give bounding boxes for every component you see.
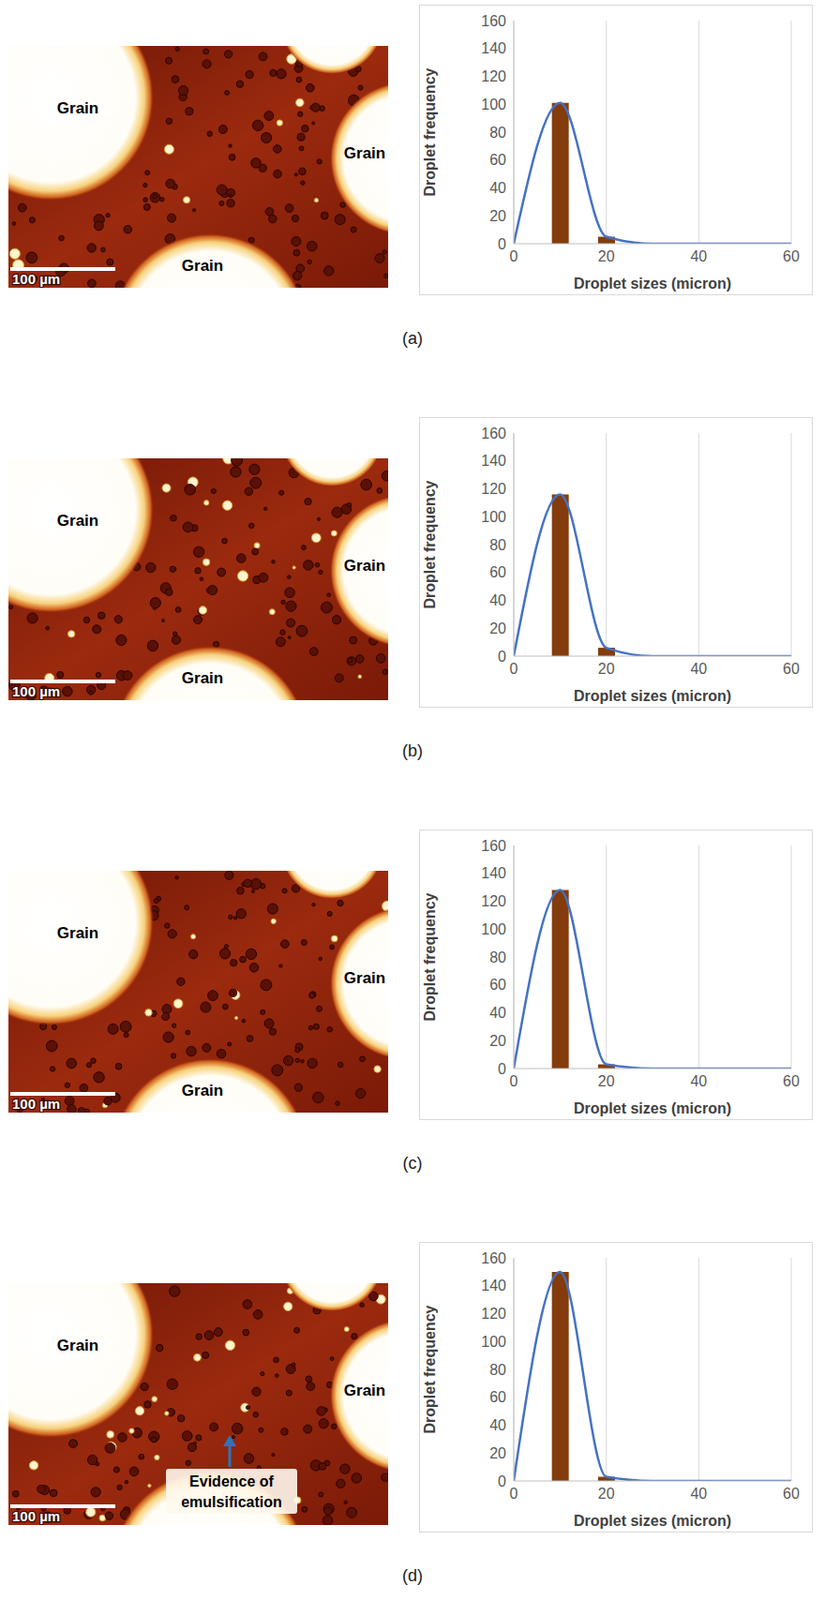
- svg-text:0: 0: [510, 1485, 519, 1502]
- svg-text:20: 20: [489, 208, 507, 225]
- html-text:(d): (d): [402, 1566, 423, 1586]
- svg-text:60: 60: [489, 976, 507, 993]
- svg-text:20: 20: [489, 1445, 507, 1462]
- svg-text:0: 0: [510, 248, 519, 265]
- svg-text:40: 40: [489, 592, 507, 609]
- svg-text:Grain: Grain: [344, 1381, 386, 1400]
- svg-text:40: 40: [690, 660, 707, 677]
- svg-text:160: 160: [480, 425, 507, 442]
- svg-text:160: 160: [480, 13, 507, 30]
- svg-text:120: 120: [480, 1305, 507, 1322]
- svg-text:120: 120: [480, 893, 507, 910]
- svg-text:Evidence of: Evidence of: [189, 1473, 274, 1490]
- svg-text:80: 80: [489, 537, 507, 554]
- svg-text:120: 120: [480, 480, 507, 497]
- svg-text:0: 0: [510, 660, 519, 677]
- svg-text:Droplet frequency: Droplet frequency: [421, 67, 438, 196]
- svg-text:Grain: Grain: [344, 969, 386, 988]
- svg-text:20: 20: [489, 620, 507, 637]
- svg-text:0: 0: [497, 648, 507, 665]
- svg-text:Droplet sizes (micron): Droplet sizes (micron): [573, 688, 732, 705]
- svg-text:80: 80: [489, 1362, 507, 1379]
- svg-text:100: 100: [480, 921, 507, 938]
- svg-text:0: 0: [497, 1061, 507, 1078]
- svg-text:100 µm: 100 µm: [12, 683, 60, 700]
- svg-text:Droplet sizes (micron): Droplet sizes (micron): [573, 275, 732, 292]
- svg-text:Grain: Grain: [181, 1081, 224, 1100]
- svg-text:Droplet frequency: Droplet frequency: [421, 892, 438, 1021]
- svg-text:140: 140: [480, 865, 507, 882]
- svg-text:60: 60: [782, 660, 800, 677]
- svg-text:Grain: Grain: [344, 144, 386, 163]
- svg-text:40: 40: [690, 248, 707, 265]
- svg-text:60: 60: [782, 248, 800, 265]
- svg-text:20: 20: [489, 1033, 507, 1050]
- svg-text:40: 40: [489, 1417, 507, 1434]
- html-text:(b): (b): [402, 741, 423, 761]
- svg-text:100: 100: [480, 1334, 507, 1350]
- svg-text:Grain: Grain: [181, 256, 224, 275]
- svg-text:Grain: Grain: [344, 556, 386, 575]
- svg-text:Droplet frequency: Droplet frequency: [421, 1305, 438, 1434]
- svg-text:Grain: Grain: [57, 1336, 99, 1355]
- svg-text:60: 60: [782, 1073, 800, 1090]
- svg-text:Grain: Grain: [57, 924, 99, 943]
- svg-text:20: 20: [598, 1485, 615, 1502]
- svg-text:100 µm: 100 µm: [12, 270, 60, 287]
- svg-text:40: 40: [690, 1485, 707, 1502]
- svg-text:100 µm: 100 µm: [12, 1095, 60, 1112]
- svg-text:20: 20: [598, 1073, 615, 1090]
- html-text:(c): (c): [402, 1154, 423, 1173]
- svg-text:40: 40: [489, 180, 507, 196]
- svg-text:Droplet frequency: Droplet frequency: [421, 480, 438, 609]
- svg-text:0: 0: [497, 1473, 507, 1490]
- svg-text:Droplet sizes (micron): Droplet sizes (micron): [573, 1100, 732, 1117]
- svg-text:80: 80: [489, 124, 507, 141]
- svg-text:60: 60: [489, 151, 507, 168]
- svg-text:140: 140: [480, 1277, 507, 1294]
- svg-text:0: 0: [497, 236, 507, 253]
- svg-text:Droplet sizes (micron): Droplet sizes (micron): [573, 1513, 732, 1530]
- svg-text:160: 160: [480, 838, 507, 855]
- svg-text:Grain: Grain: [57, 99, 99, 118]
- svg-text:40: 40: [690, 1073, 707, 1090]
- svg-text:20: 20: [598, 660, 615, 677]
- svg-text:emulsification: emulsification: [180, 1494, 283, 1511]
- svg-text:140: 140: [480, 452, 507, 469]
- svg-text:80: 80: [489, 949, 507, 966]
- svg-text:Grain: Grain: [57, 511, 99, 530]
- svg-text:20: 20: [598, 248, 615, 265]
- svg-text:40: 40: [489, 1005, 507, 1021]
- svg-text:60: 60: [782, 1485, 800, 1502]
- svg-text:60: 60: [489, 1389, 507, 1406]
- svg-text:Grain: Grain: [181, 669, 224, 688]
- svg-text:100: 100: [480, 96, 507, 113]
- svg-text:160: 160: [480, 1250, 507, 1267]
- svg-text:0: 0: [510, 1073, 519, 1090]
- svg-text:60: 60: [489, 564, 507, 581]
- svg-text:140: 140: [480, 40, 507, 57]
- svg-text:120: 120: [480, 68, 507, 85]
- html-text:(a): (a): [402, 329, 423, 348]
- svg-text:100: 100: [480, 509, 507, 525]
- svg-text:100 µm: 100 µm: [12, 1508, 60, 1525]
